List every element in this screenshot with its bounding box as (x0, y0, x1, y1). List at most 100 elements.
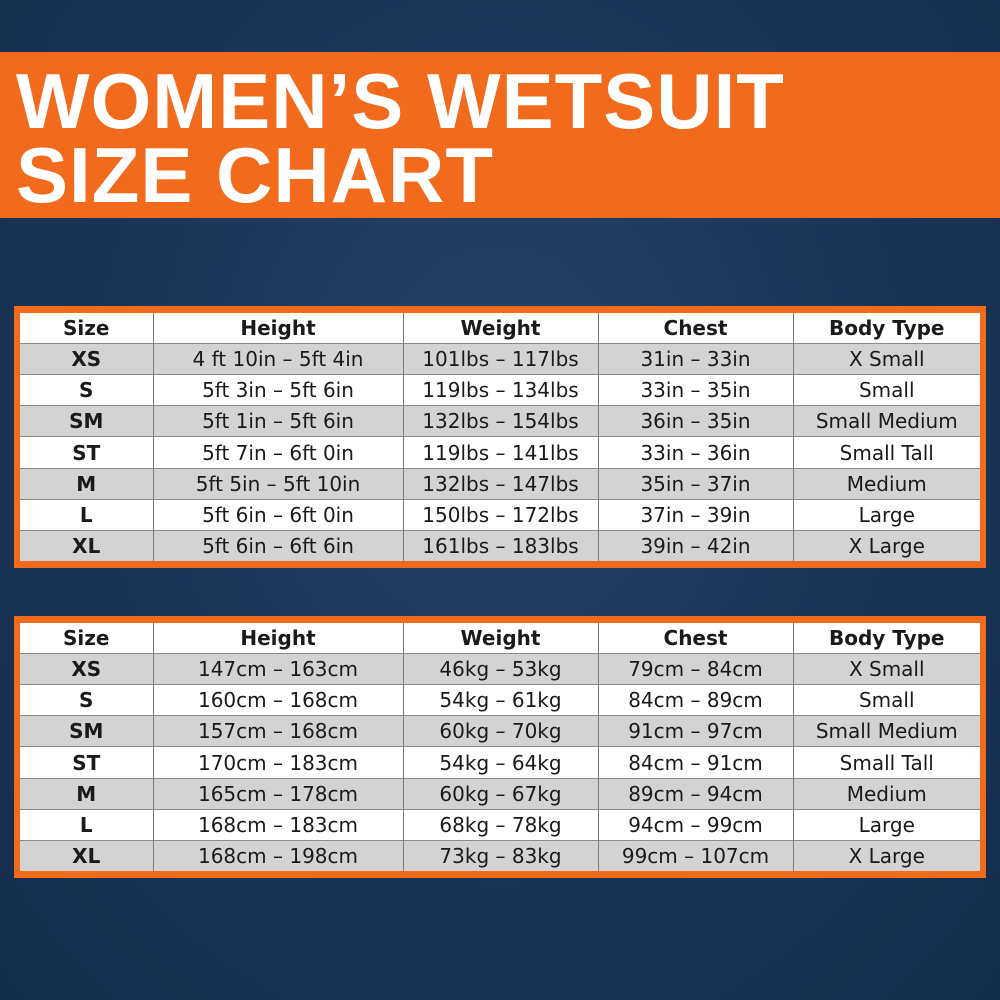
table-cell: 5ft 7in – 6ft 0in (152, 436, 403, 469)
table-cell: 5ft 3in – 5ft 6in (152, 374, 403, 406)
table-cell: 132lbs – 154lbs (402, 405, 598, 437)
column-header: Height (152, 313, 403, 344)
column-header: Body Type (792, 313, 980, 344)
imperial-size-table: Size Height Weight Chest Body Type XS 4 ft 10i… (14, 306, 986, 568)
table-cell: 94cm – 99cm (597, 808, 793, 841)
table-cell: X Large (792, 529, 980, 561)
table-cell: 165cm – 178cm (152, 777, 403, 810)
table-cell: 99cm – 107cm (597, 839, 793, 871)
table-cell: 168cm – 198cm (152, 839, 403, 871)
table-row: XS 4 ft 10in – 5ft 4in 101lbs – 117lbs 31in… (20, 343, 980, 375)
size-cell: S (20, 374, 153, 406)
size-cell: L (20, 808, 153, 841)
size-cell: XL (20, 839, 153, 871)
table-cell: 89cm – 94cm (597, 777, 793, 810)
table-cell: 170cm – 183cm (152, 746, 403, 779)
size-cell: XS (20, 653, 153, 685)
table-row: XL 168cm – 198cm 73kg – 83kg 99cm – 107cm X … (20, 839, 980, 871)
size-cell: M (20, 777, 153, 810)
table-cell: Medium (792, 467, 980, 500)
size-cell: M (20, 467, 153, 500)
table-cell: 91cm – 97cm (597, 715, 793, 747)
table-row: XS 147cm – 163cm 46kg – 53kg 79cm – 84cm X S… (20, 653, 980, 685)
table-row: M 5ft 5in – 5ft 10in 132lbs – 147lbs 35in –… (20, 467, 980, 500)
column-header: Size (20, 313, 153, 344)
table-cell: 54kg – 61kg (402, 684, 598, 716)
size-cell: SM (20, 405, 153, 437)
table-cell: 4 ft 10in – 5ft 4in (152, 343, 403, 375)
table-cell: 5ft 1in – 5ft 6in (152, 405, 403, 437)
table-cell: X Small (792, 343, 980, 375)
table-cell: Small (792, 684, 980, 716)
table-cell: 68kg – 78kg (402, 808, 598, 841)
table-cell: 33in – 35in (597, 374, 793, 406)
table-cell: Large (792, 808, 980, 841)
table-cell: 5ft 6in – 6ft 6in (152, 529, 403, 561)
table-cell: 5ft 5in – 5ft 10in (152, 467, 403, 500)
column-header: Height (152, 623, 403, 654)
table-cell: 119lbs – 141lbs (402, 436, 598, 469)
table-cell: 35in – 37in (597, 467, 793, 500)
header-row: Size Height Weight Chest Body Type (20, 313, 980, 344)
table-cell: 132lbs – 147lbs (402, 467, 598, 500)
table-row: ST 170cm – 183cm 54kg – 64kg 84cm – 91cm Sma… (20, 746, 980, 779)
table-cell: 60kg – 67kg (402, 777, 598, 810)
title-line-2: SIZE CHART (16, 131, 494, 219)
table-cell: 33in – 36in (597, 436, 793, 469)
column-header: Chest (597, 313, 793, 344)
title-line-1: WOMEN’S WETSUIT (16, 57, 785, 145)
table-cell: 5ft 6in – 6ft 0in (152, 498, 403, 531)
table-cell: 36in – 35in (597, 405, 793, 437)
table-row: L 168cm – 183cm 68kg – 78kg 94cm – 99cm Larg… (20, 808, 980, 841)
size-cell: L (20, 498, 153, 531)
table-row: SM 5ft 1in – 5ft 6in 132lbs – 154lbs 36in –… (20, 405, 980, 437)
table-cell: 54kg – 64kg (402, 746, 598, 779)
table-cell: Small Medium (792, 715, 980, 747)
table-cell: Small Medium (792, 405, 980, 437)
table-row: SM 157cm – 168cm 60kg – 70kg 91cm – 97cm Sma… (20, 715, 980, 747)
table-row: S 5ft 3in – 5ft 6in 119lbs – 134lbs 33in – … (20, 374, 980, 406)
table-cell: X Small (792, 653, 980, 685)
table-cell: 46kg – 53kg (402, 653, 598, 685)
table-cell: 161lbs – 183lbs (402, 529, 598, 561)
table-cell: 157cm – 168cm (152, 715, 403, 747)
size-cell: S (20, 684, 153, 716)
table-cell: Small Tall (792, 436, 980, 469)
table-row: S 160cm – 168cm 54kg – 61kg 84cm – 89cm Smal… (20, 684, 980, 716)
table-cell: Small (792, 374, 980, 406)
size-cell: ST (20, 746, 153, 779)
table-cell: 119lbs – 134lbs (402, 374, 598, 406)
table-cell: 60kg – 70kg (402, 715, 598, 747)
table-cell: 147cm – 163cm (152, 653, 403, 685)
table-row: XL 5ft 6in – 6ft 6in 161lbs – 183lbs 39in –… (20, 529, 980, 561)
column-header: Chest (597, 623, 793, 654)
table-row: M 165cm – 178cm 60kg – 67kg 89cm – 94cm Medi… (20, 777, 980, 810)
table-cell: 168cm – 183cm (152, 808, 403, 841)
table-cell: 160cm – 168cm (152, 684, 403, 716)
table-cell: X Large (792, 839, 980, 871)
column-header: Weight (402, 313, 598, 344)
title-banner: WOMEN’S WETSUIT SIZE CHART (0, 52, 1000, 218)
table-cell: 73kg – 83kg (402, 839, 598, 871)
table-cell: 84cm – 91cm (597, 746, 793, 779)
table-cell: 79cm – 84cm (597, 653, 793, 685)
size-cell: ST (20, 436, 153, 469)
table-cell: Small Tall (792, 746, 980, 779)
table-cell: Large (792, 498, 980, 531)
metric-size-table: Size Height Weight Chest Body Type XS 147cm – … (14, 616, 986, 878)
table-cell: Medium (792, 777, 980, 810)
size-cell: XL (20, 529, 153, 561)
table-cell: 31in – 33in (597, 343, 793, 375)
size-cell: SM (20, 715, 153, 747)
table-row: ST 5ft 7in – 6ft 0in 119lbs – 141lbs 33in –… (20, 436, 980, 469)
table-cell: 39in – 42in (597, 529, 793, 561)
size-cell: XS (20, 343, 153, 375)
table-cell: 101lbs – 117lbs (402, 343, 598, 375)
column-header: Body Type (792, 623, 980, 654)
header-row: Size Height Weight Chest Body Type (20, 623, 980, 654)
table-cell: 84cm – 89cm (597, 684, 793, 716)
table-cell: 37in – 39in (597, 498, 793, 531)
column-header: Weight (402, 623, 598, 654)
table-row: L 5ft 6in – 6ft 0in 150lbs – 172lbs 37in – … (20, 498, 980, 531)
table-cell: 150lbs – 172lbs (402, 498, 598, 531)
